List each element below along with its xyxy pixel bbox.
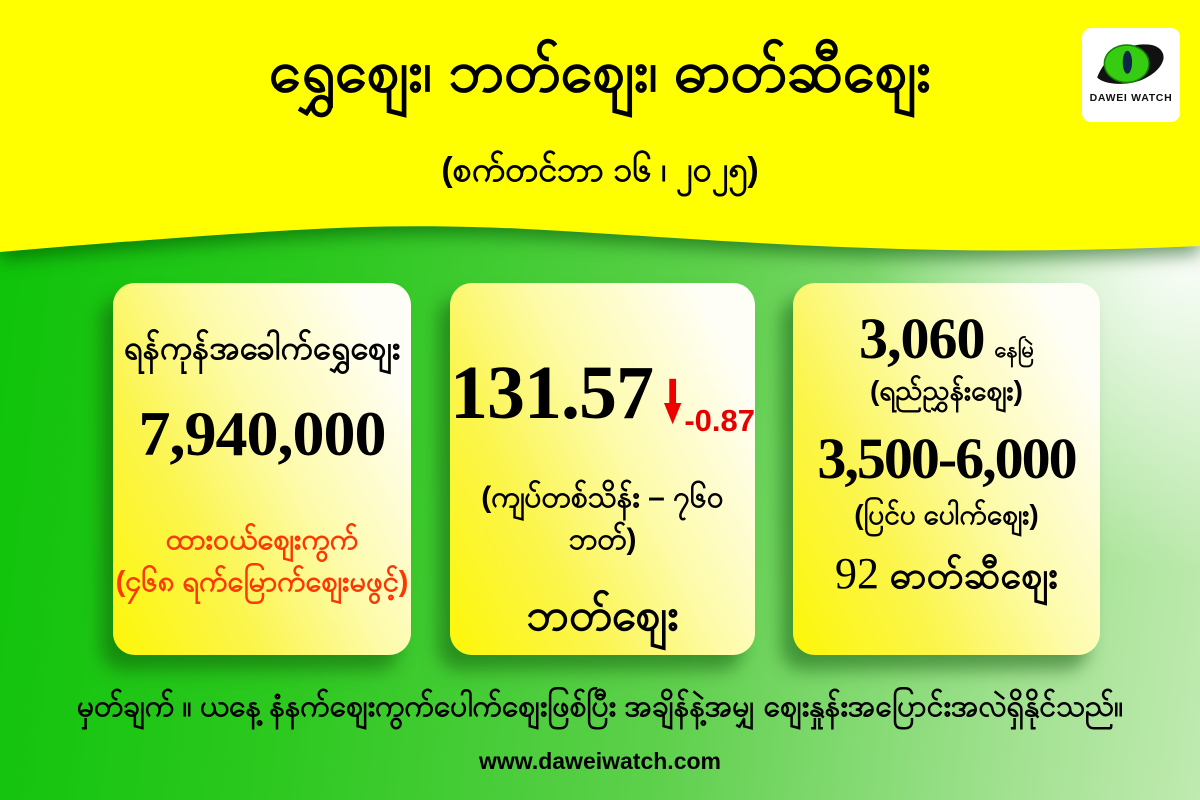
gold-price-value: 7,940,000 [138,398,387,469]
baht-price-row: 131.57 -0.87 [450,347,755,449]
gold-price-card: ရန်ကုန်အခေါက်ရွှေစျေး 7,940,000 ထားဝယ်စျ… [113,283,411,655]
fuel-price-card: 3,060 နေမြဲ (ရည်ညွှန်းစျေး) 3,500-6,000 … [793,283,1100,655]
logo-text: DAWEI WATCH [1089,92,1173,104]
fuel-reference-label: (ရည်ညွှန်းစျေး) [870,375,1023,406]
baht-card-label: ဘတ်စျေး [526,591,679,640]
fuel-product-line: 92 ဓာတ်ဆီစျေး [793,547,1100,603]
fuel-market-price: 3,500-6,000 [817,426,1077,491]
footer-note: မှတ်ချက် ။ ယနေ့ နံနက်စျေးကွက်ပေါက်စျေးဖြ… [76,690,1124,723]
gold-market-label: ထားဝယ်စျေးကွက် [165,524,359,556]
website-url: www.daweiwatch.com [479,748,721,774]
baht-price-value: 131.57 [450,351,654,435]
cat-eye-icon [1097,44,1164,84]
dawei-watch-logo: DAWEI WATCH [1082,28,1180,122]
gold-market-note: (၄၆၈ ရက်မြောက်စျေးမဖွင့်) [115,566,409,598]
gold-market-status: ထားဝယ်စျေးကွက် (၄၆၈ ရက်မြောက်စျေးမဖွင့်) [113,519,411,603]
gold-card-title: ရန်ကုန်အခေါက်ရွှေစျေး [123,329,401,366]
page-title: ရွှေစျေး၊ ဘတ်စျေး၊ ဓာတ်ဆီစျေး [269,39,931,104]
baht-equivalence: (ကျပ်တစ်သိန်း – ၇၆၀ ဘတ်) [481,481,724,556]
page-subtitle-date: (စက်တင်ဘာ ၁၆ ၊ ၂၀၂၅) [441,151,759,189]
baht-price-card: 131.57 -0.87 (ကျပ်တစ်သိန်း – ၇၆၀ ဘတ်) ဘတ… [450,283,755,655]
down-arrow-icon [663,378,682,425]
header-wave-background [0,0,1200,252]
fuel-reference-tag: နေမြဲ [994,337,1035,362]
fuel-market-label: (ပြင်ပ ပေါက်စျေး) [854,499,1039,530]
fuel-octane-number: 92 [835,549,880,598]
fuel-reference-price: 3,060 [858,306,985,371]
fuel-product-label: ဓာတ်ဆီစျေး [889,555,1058,597]
baht-change-value: -0.87 [684,403,755,438]
fuel-reference-row: 3,060 နေမြဲ [793,309,1100,369]
